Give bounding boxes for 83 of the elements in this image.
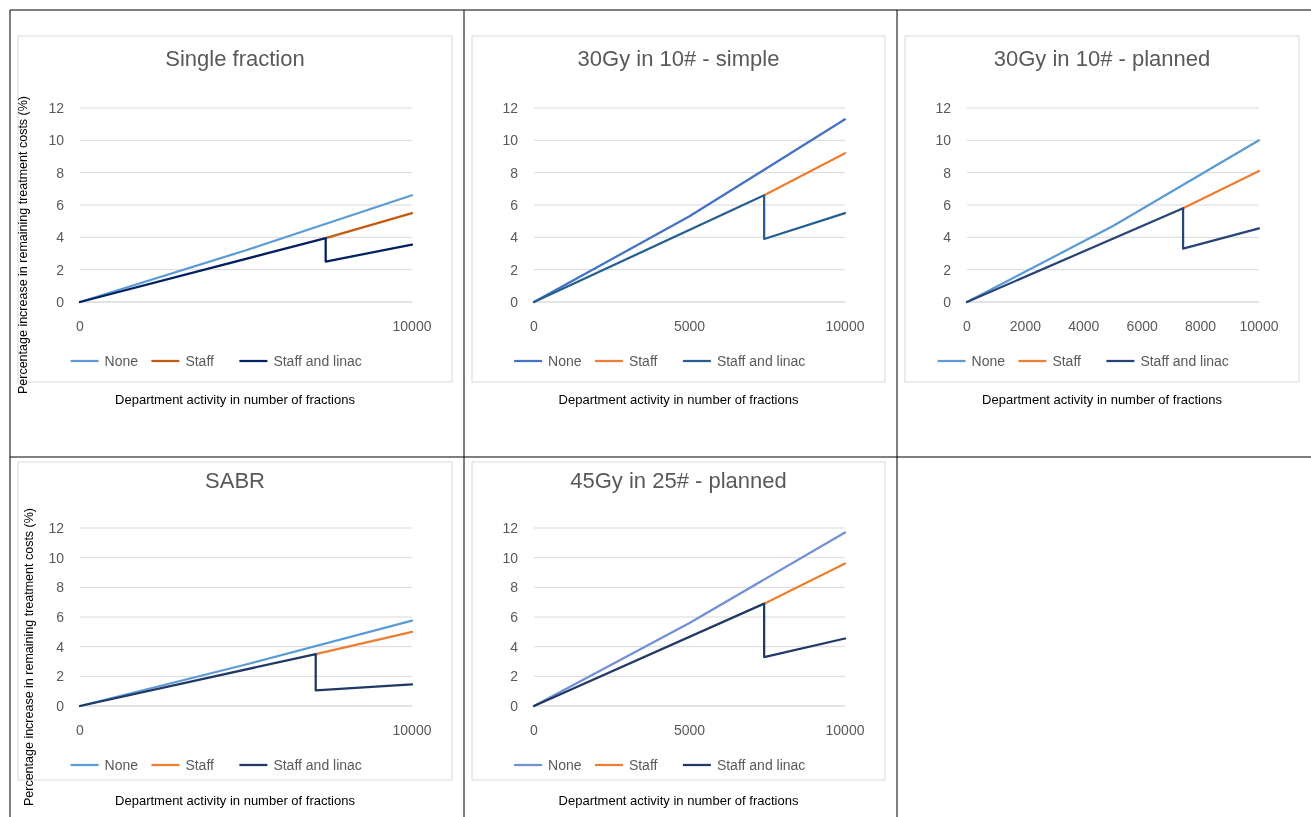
y-tick-label: 8 (56, 579, 65, 596)
line-series (78, 652, 414, 708)
legend-label: Staff (628, 353, 658, 369)
y-tick-label: 6 (56, 197, 65, 213)
y-tick-label: 10 (48, 132, 65, 149)
y-tick-label: 6 (510, 609, 519, 625)
line-series (532, 602, 847, 708)
line-series (532, 194, 847, 304)
legend-label: None (104, 353, 139, 369)
legend-label: Staff and linac (1140, 353, 1229, 369)
legend-label: Staff and linac (716, 353, 806, 369)
x-tick-label: 0 (76, 318, 85, 334)
y-tick-label: 0 (943, 294, 952, 310)
x-tick-label: 5000 (673, 722, 706, 738)
y-tick-label: 6 (943, 197, 952, 213)
y-tick-label: 8 (510, 579, 519, 596)
x-tick-label: 0 (530, 722, 539, 738)
y-tick-label: 0 (510, 698, 519, 714)
x-tick-label: 10000 (1239, 318, 1279, 334)
y-tick-label: 0 (56, 294, 65, 310)
chart-title: Single fraction (165, 46, 305, 71)
y-tick-label: 2 (56, 261, 65, 278)
y-tick-label: 0 (510, 294, 519, 310)
x-axis-title: Department activity in number of fractions (558, 793, 799, 808)
legend-label: Staff (1052, 353, 1082, 369)
y-tick-label: 12 (502, 100, 519, 116)
y-tick-label: 4 (943, 229, 952, 246)
x-axis-title: Department activity in number of fractions (115, 392, 356, 407)
y-tick-label: 10 (502, 549, 519, 566)
y-tick-label: 2 (943, 261, 952, 278)
y-tick-label: 2 (510, 668, 519, 685)
x-tick-label: 8000 (1185, 318, 1217, 334)
y-tick-label: 12 (502, 520, 519, 536)
x-tick-label: 0 (530, 318, 539, 334)
y-tick-label: 4 (510, 229, 519, 246)
x-axis-title: Department activity in number of fractions (115, 793, 356, 808)
y-tick-label: 4 (510, 638, 519, 655)
legend-label: Staff (185, 353, 215, 369)
y-tick-label: 10 (935, 132, 952, 149)
x-tick-label: 0 (76, 722, 85, 738)
y-tick-label: 12 (935, 100, 952, 116)
x-axis-title: Department activity in number of fractions (982, 392, 1223, 407)
y-tick-label: 0 (56, 698, 65, 714)
y-tick-label: 6 (56, 609, 65, 625)
x-tick-label: 10000 (392, 318, 432, 334)
y-tick-label: 8 (56, 164, 65, 181)
y-tick-label: 4 (56, 229, 65, 246)
y-axis-title: Percentage increase in remaining treatment costs (%) (16, 95, 30, 395)
x-tick-label: 2000 (1009, 318, 1042, 334)
y-tick-label: 8 (510, 164, 519, 181)
y-tick-label: 12 (48, 100, 65, 116)
x-axis-title: Department activity in number of fractions (558, 392, 799, 407)
y-tick-label: 12 (48, 520, 65, 536)
chart-title: 45Gy in 25# - planned (570, 468, 787, 493)
x-tick-label: 10000 (825, 318, 865, 334)
y-tick-label: 2 (510, 261, 519, 278)
x-tick-label: 0 (963, 318, 972, 334)
chart-title: 30Gy in 10# - planned (993, 46, 1211, 71)
y-tick-label: 2 (56, 668, 65, 685)
legend-label: Staff (628, 757, 658, 773)
y-tick-label: 10 (48, 549, 65, 566)
x-tick-label: 10000 (825, 722, 865, 738)
legend-label: Staff (185, 757, 215, 773)
x-tick-label: 4000 (1068, 318, 1100, 334)
legend-label: Staff and linac (273, 757, 362, 773)
legend-label: None (548, 757, 582, 773)
chart-title: SABR (205, 468, 265, 493)
legend-label: None (971, 353, 1006, 369)
legend-label: None (104, 757, 139, 773)
legend-label: None (548, 353, 582, 369)
legend-label: Staff and linac (716, 757, 806, 773)
legend-label: Staff and linac (273, 353, 362, 369)
y-tick-label: 8 (943, 164, 952, 181)
y-axis-title: Percentage increase in remaining treatment costs (%) (22, 507, 36, 807)
line-series (965, 207, 1261, 304)
x-tick-label: 6000 (1126, 318, 1158, 334)
y-tick-label: 10 (502, 132, 519, 149)
line-series (78, 237, 414, 304)
x-tick-label: 5000 (673, 318, 706, 334)
chart-title: 30Gy in 10# - simple (577, 46, 780, 71)
x-tick-label: 10000 (392, 722, 432, 738)
y-tick-label: 4 (56, 638, 65, 655)
y-tick-label: 6 (510, 197, 519, 213)
